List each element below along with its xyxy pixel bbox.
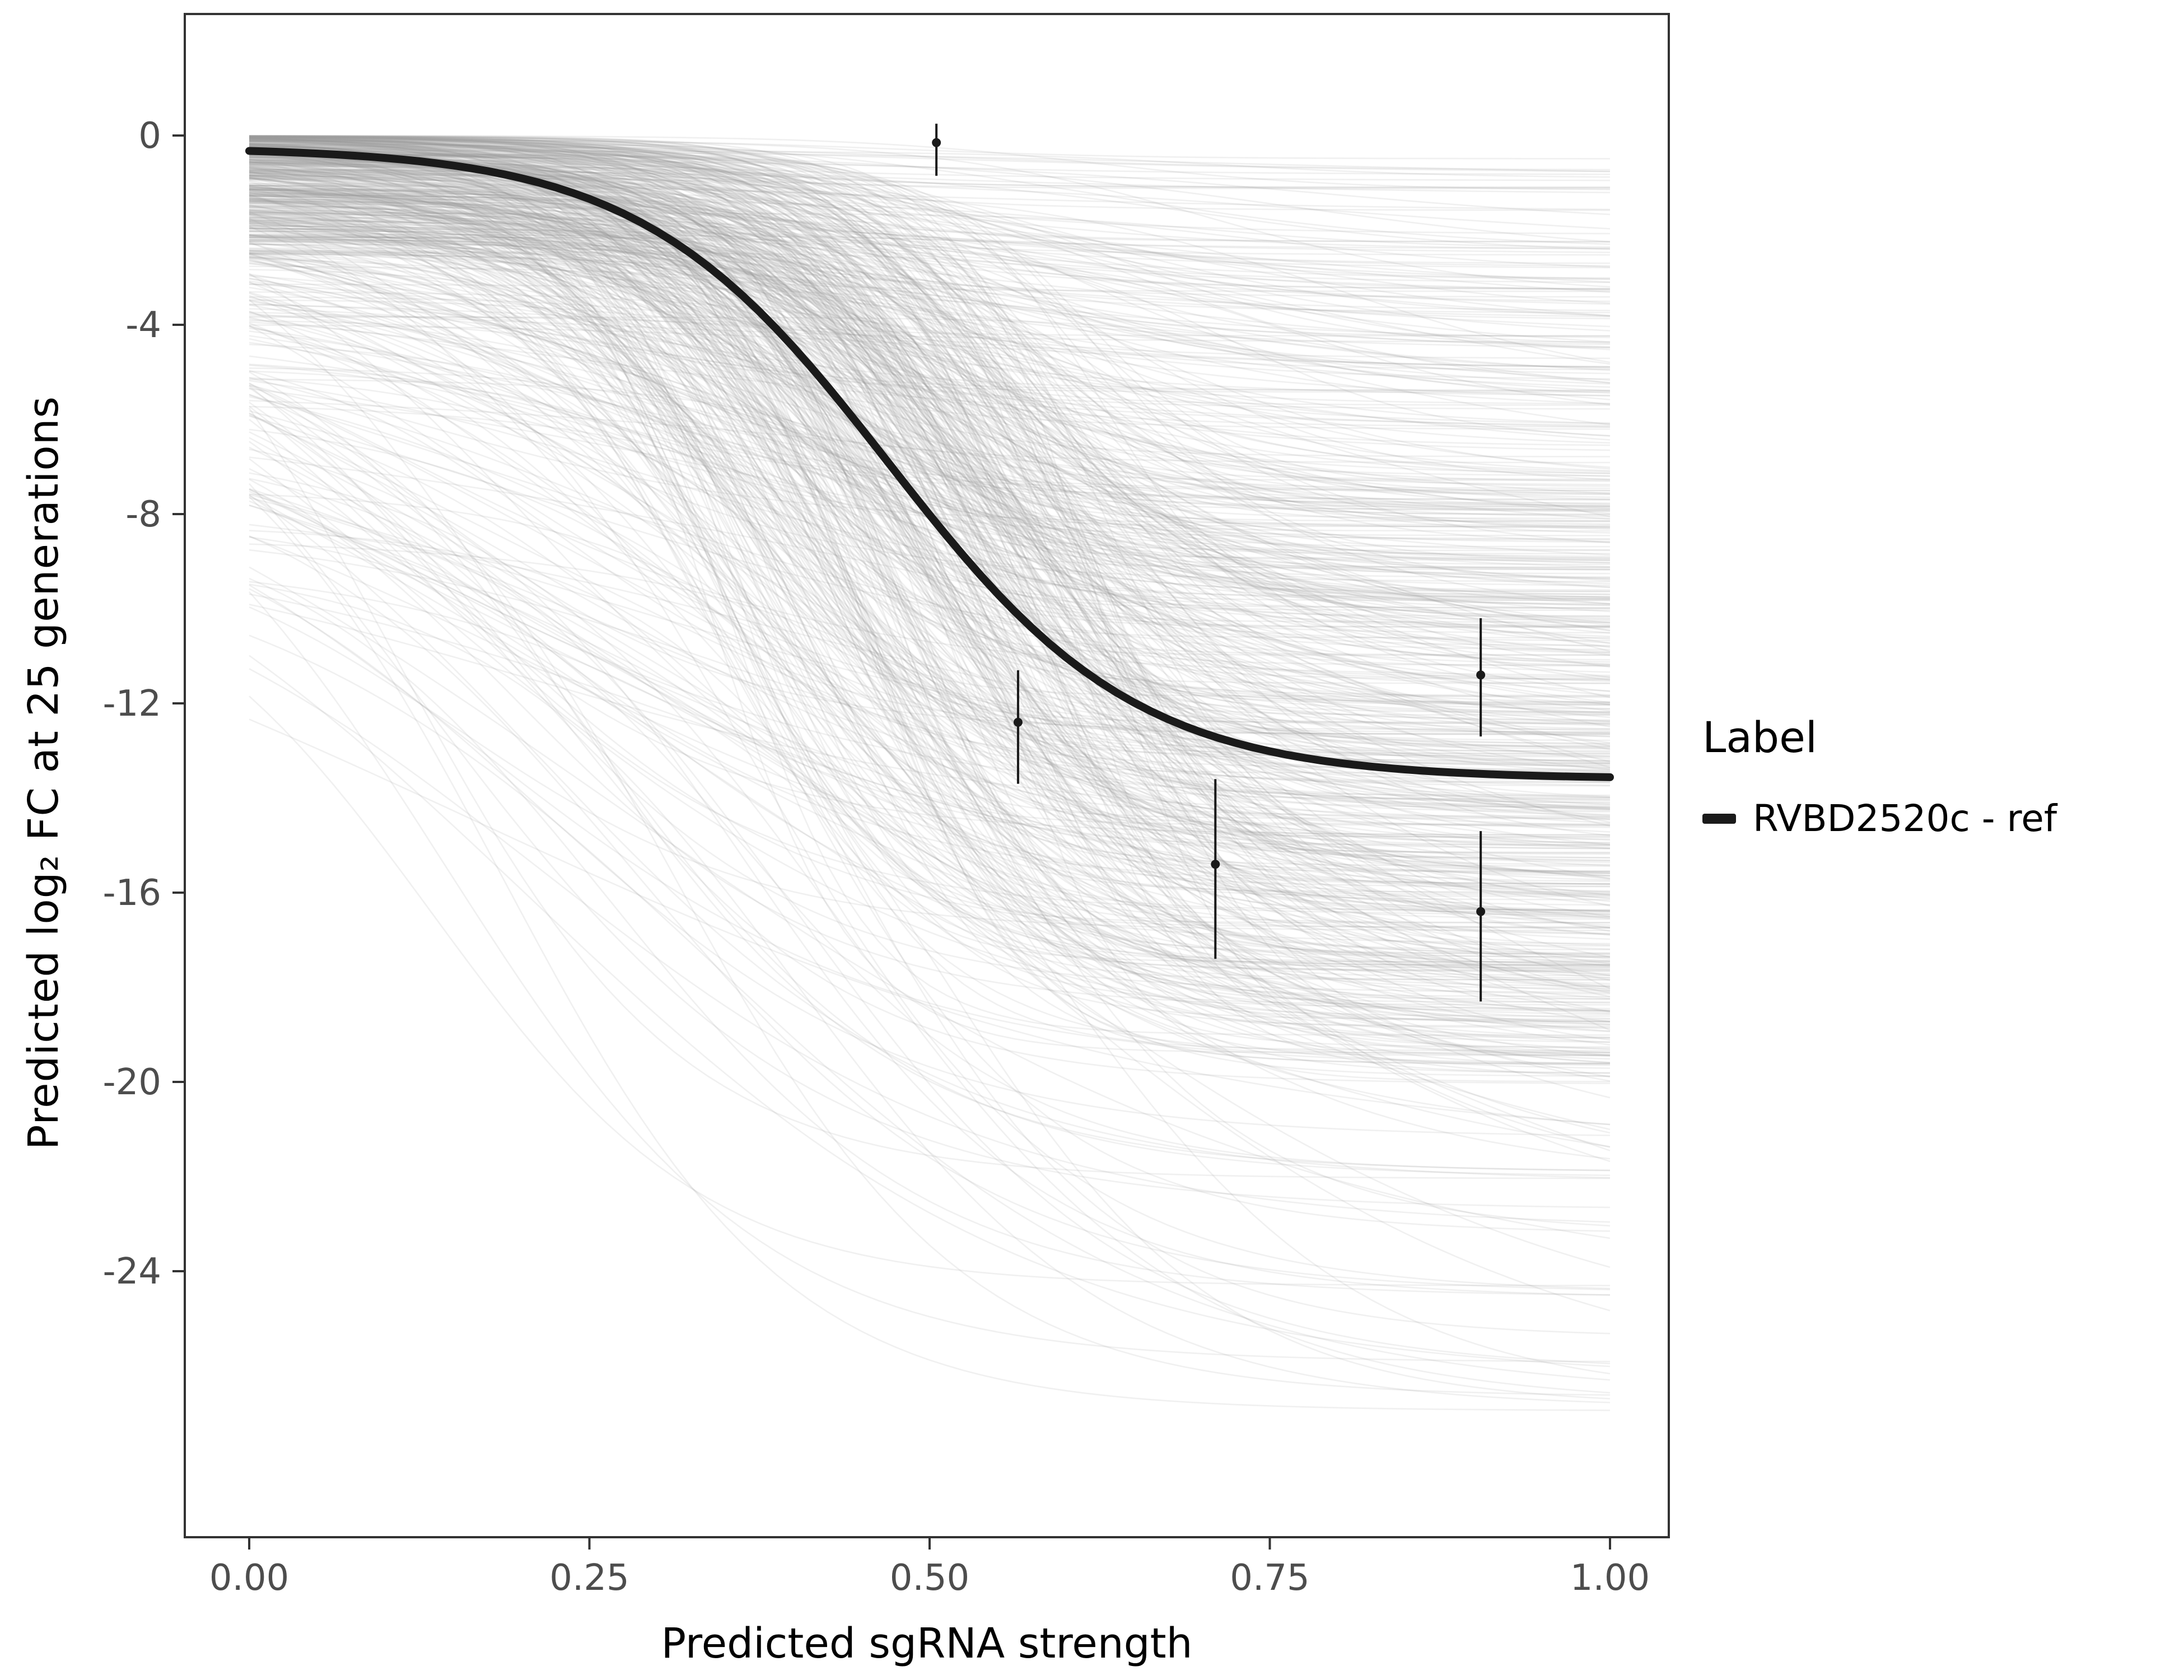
x-axis-title: Predicted sgRNA strength: [661, 1620, 1193, 1668]
errorbar-point: [1476, 618, 1486, 737]
x-tick-label: 0.25: [549, 1557, 629, 1599]
legend-item-label: RVBD2520c - ref: [1753, 797, 2057, 840]
errorbar-point: [932, 123, 941, 176]
legend-line-swatch: [1702, 813, 1736, 824]
legend-title: Label: [1702, 712, 1818, 762]
y-tick-label: -12: [102, 683, 161, 725]
legend-item: RVBD2520c - ref: [1702, 797, 2057, 840]
main-curve: [245, 147, 1614, 781]
y-tick-label: -24: [102, 1251, 161, 1292]
y-tick-label: 0: [138, 115, 161, 157]
x-axis-ticks: 0.00 0.25 0.50 0.75 1.00: [209, 1537, 1650, 1599]
errorbar-points-layer: [932, 123, 1486, 1002]
legend: Label RVBD2520c - ref: [1702, 712, 2057, 840]
errorbar-point: [1211, 779, 1220, 959]
x-tick-label: 0.75: [1230, 1557, 1310, 1599]
y-axis-ticks: 0 -4 -8 -12 -16 -20 -24: [102, 115, 185, 1292]
x-tick-label: 0.00: [209, 1557, 290, 1599]
panel-border: [184, 13, 1670, 1538]
x-tick-label: 0.50: [890, 1557, 970, 1599]
y-tick-label: -8: [125, 494, 161, 535]
x-tick-label: 1.00: [1570, 1557, 1650, 1599]
errorbar-point: [1476, 831, 1486, 1002]
y-tick-label: -4: [125, 305, 161, 346]
y-tick-label: -20: [102, 1062, 161, 1103]
main-curve-layer: [245, 147, 1614, 781]
errorbar-point: [1013, 670, 1023, 784]
y-tick-label: -16: [102, 872, 161, 914]
background-curves-layer: [248, 135, 1611, 1411]
y-axis-title: Predicted log₂ FC at 25 generations: [20, 395, 68, 1150]
